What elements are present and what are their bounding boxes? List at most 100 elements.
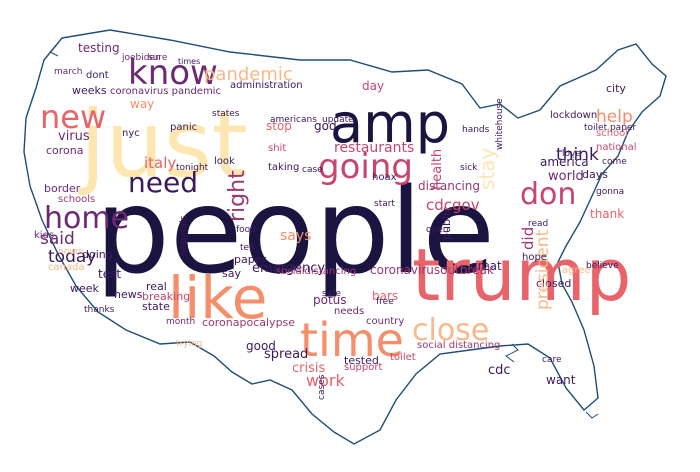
word-weeks: weeks bbox=[72, 84, 107, 97]
word-schools: schools bbox=[58, 194, 95, 205]
word-thanks: thanks bbox=[84, 305, 115, 315]
word-did: did bbox=[519, 227, 537, 250]
word-know: know bbox=[128, 53, 218, 93]
word-whitehouse: whitehouse bbox=[495, 98, 505, 150]
word-state: state bbox=[142, 300, 170, 313]
word-coronavirusoutbreak: coronavirusoutbreak bbox=[370, 263, 494, 277]
word-case: case bbox=[302, 165, 323, 175]
word-hope: hope bbox=[522, 252, 547, 263]
word-good: good bbox=[246, 339, 276, 353]
word-coronavirus-pandemic: coronavirus pandemic bbox=[110, 86, 221, 97]
word-agree: agree bbox=[562, 265, 591, 276]
word-time: time bbox=[300, 313, 404, 367]
word-look: look bbox=[214, 156, 235, 167]
word-real: real bbox=[146, 280, 167, 293]
word-city: city bbox=[606, 82, 626, 95]
word-trying: trying bbox=[176, 339, 202, 349]
word-tested: tested bbox=[344, 354, 379, 367]
word-bars: bars bbox=[372, 289, 398, 303]
word-president: president bbox=[533, 230, 553, 310]
word-americans: americans bbox=[270, 115, 317, 125]
word-month: month bbox=[166, 317, 195, 327]
word-nyc: nyc bbox=[122, 128, 140, 139]
word-love: love bbox=[562, 149, 581, 159]
word-spread: spread bbox=[264, 347, 308, 362]
word-public: public bbox=[440, 207, 453, 240]
word-hands: hands bbox=[462, 125, 490, 135]
word-update: update bbox=[322, 115, 354, 125]
word-border: border bbox=[44, 182, 81, 195]
word-canada: canada bbox=[48, 262, 85, 273]
word-america: america bbox=[540, 155, 589, 169]
word-support: support bbox=[344, 362, 382, 373]
gulf-coast-detail bbox=[505, 343, 519, 363]
word-come: come bbox=[602, 157, 627, 167]
word-new: new bbox=[40, 98, 106, 136]
word-breaking: breaking bbox=[142, 290, 190, 303]
word-italy: italy bbox=[144, 154, 176, 172]
word-social-distancing: social distancing bbox=[417, 340, 500, 351]
word-care: care bbox=[542, 355, 562, 365]
word-hospitals: hospitals bbox=[179, 215, 189, 256]
word-emergency: emergency bbox=[252, 261, 325, 276]
us-map-outline bbox=[23, 29, 667, 445]
word-joebiden: joebiden bbox=[121, 53, 161, 63]
word-distancing: distancing bbox=[418, 179, 480, 193]
word-restaurants: restaurants bbox=[334, 140, 414, 156]
word-start: start bbox=[374, 199, 395, 209]
word-open: open bbox=[426, 225, 448, 235]
word-want: want bbox=[546, 373, 576, 387]
word-cases: cases bbox=[317, 374, 327, 400]
word-panic: panic bbox=[170, 122, 197, 133]
word-toilet: toilet bbox=[390, 352, 416, 363]
word-amp: amp bbox=[330, 92, 450, 155]
word-thank: thank bbox=[590, 207, 624, 221]
word-great: great bbox=[470, 259, 502, 273]
word-testing: testing bbox=[78, 41, 120, 55]
coast-detail bbox=[49, 45, 59, 57]
word-food: food bbox=[236, 225, 256, 235]
word-home: home bbox=[44, 201, 129, 236]
word-news: news bbox=[114, 288, 143, 301]
word-socialdistancing: socialdistancing bbox=[276, 266, 356, 277]
word-test: test bbox=[98, 267, 121, 281]
word-today: today bbox=[48, 247, 96, 267]
word-just: just bbox=[78, 91, 248, 198]
word-cdc: cdc bbox=[488, 363, 511, 378]
word-help: help bbox=[596, 107, 633, 127]
word-days: days bbox=[582, 168, 608, 181]
word-kids: kids bbox=[34, 230, 54, 241]
word-national: national bbox=[596, 142, 637, 153]
word-god: god bbox=[314, 119, 337, 133]
word-right: right bbox=[225, 170, 250, 222]
word-hours: hours bbox=[58, 247, 84, 257]
word-coronapocalypse: coronapocalypse bbox=[202, 316, 295, 329]
word-corona: corona bbox=[46, 144, 84, 157]
word-says: says bbox=[280, 228, 311, 244]
word-hoax: hoax bbox=[372, 172, 397, 183]
word-free: free bbox=[376, 297, 394, 307]
word-safe: safe bbox=[322, 289, 341, 299]
word-dont: dont bbox=[86, 70, 109, 81]
word-potus: potus bbox=[313, 293, 347, 307]
word-people: people bbox=[95, 162, 495, 300]
word-march: march bbox=[54, 67, 82, 77]
word-lockdown: lockdown bbox=[550, 110, 597, 121]
word-times: times bbox=[178, 57, 200, 66]
word-going: going bbox=[318, 147, 413, 187]
word-world: world bbox=[548, 169, 584, 184]
word-work: work bbox=[306, 371, 345, 390]
word-week: week bbox=[70, 282, 100, 295]
word-health: health bbox=[430, 149, 445, 190]
word-paper: paper bbox=[234, 253, 266, 266]
word-trump: trump bbox=[412, 233, 631, 317]
word-closed: closed bbox=[536, 277, 571, 290]
word-like: like bbox=[168, 264, 267, 332]
word-sick: sick bbox=[460, 163, 478, 173]
word-doing: doing bbox=[82, 248, 113, 261]
word-stop: stop bbox=[266, 119, 292, 133]
word-think: think bbox=[556, 145, 599, 165]
word-virus: virus bbox=[58, 129, 90, 144]
